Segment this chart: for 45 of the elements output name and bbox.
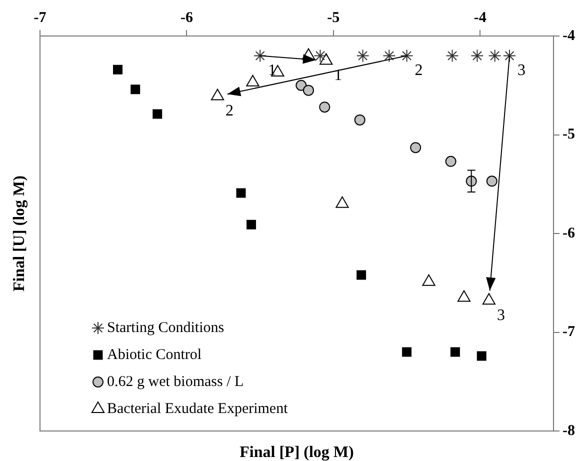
- y-tick-label: -4: [562, 28, 576, 44]
- point: [302, 84, 314, 96]
- point: [402, 347, 412, 357]
- annotation: 1: [268, 62, 276, 79]
- point: [356, 270, 366, 280]
- point: [152, 109, 162, 119]
- x-tick-label: -6: [180, 10, 194, 26]
- legend-label: Bacterial Exudate Experiment: [107, 400, 289, 417]
- point: [314, 49, 327, 62]
- point: [236, 188, 246, 198]
- point: [113, 64, 122, 74]
- annotation: 3: [517, 62, 526, 79]
- legend-label: Abiotic Control: [107, 346, 202, 363]
- point: [319, 102, 330, 113]
- point: [356, 49, 370, 62]
- annotation: 3: [496, 306, 505, 324]
- point: [354, 114, 366, 126]
- point: [446, 49, 459, 62]
- y-axis-title: Final [U] (log M): [11, 176, 28, 292]
- point: [246, 220, 256, 230]
- x-tick-label: -5: [327, 10, 340, 26]
- annotation: 2: [414, 62, 423, 79]
- y-tick-label: -8: [562, 422, 576, 439]
- point: [410, 142, 422, 154]
- point: [488, 49, 502, 62]
- x-axis-title: Final [P] (log M): [240, 444, 354, 461]
- legend-label: Starting Conditions: [107, 320, 224, 336]
- y-tick-label: -7: [562, 324, 576, 340]
- point: [254, 49, 267, 62]
- point: [400, 49, 414, 62]
- point: [486, 176, 498, 187]
- y-tick-label: -5: [562, 126, 576, 143]
- point: [445, 156, 456, 167]
- legend-label: 0.62 g wet biomass / L: [107, 374, 244, 390]
- x-tick-label: -7: [34, 10, 47, 26]
- point: [382, 49, 396, 62]
- point: [470, 49, 484, 62]
- annotation: 2: [226, 102, 234, 120]
- point: [130, 84, 140, 94]
- point: [476, 351, 486, 361]
- point: [296, 80, 307, 91]
- point: [450, 347, 460, 357]
- point: [502, 49, 516, 62]
- y-tick-label: -6: [562, 225, 576, 242]
- x-tick-label: -4: [474, 10, 487, 26]
